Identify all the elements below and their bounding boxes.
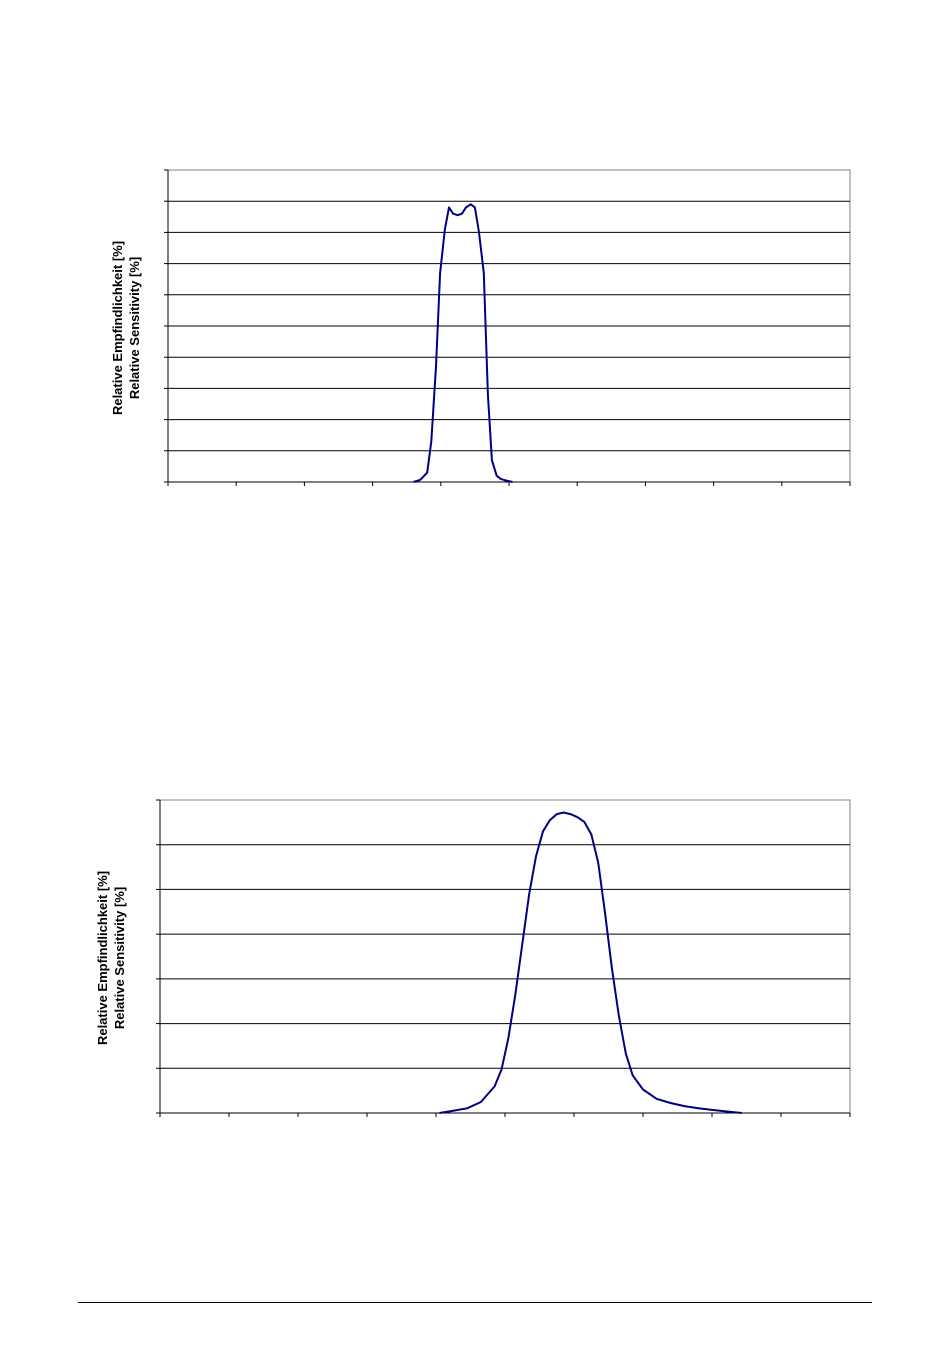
chart-2-plot <box>156 799 851 1117</box>
footer-divider <box>78 1302 872 1303</box>
sensitivity-chart-1: Relative Empfindlichkeit [%] Relative Se… <box>0 150 950 510</box>
sensitivity-curve <box>413 203 513 483</box>
sensitivity-curve <box>439 811 742 1114</box>
plot-frame <box>159 799 851 1114</box>
chart-1-plot <box>164 169 851 486</box>
sensitivity-chart-2: Relative Empfindlichkeit [%] Relative Se… <box>0 780 950 1140</box>
